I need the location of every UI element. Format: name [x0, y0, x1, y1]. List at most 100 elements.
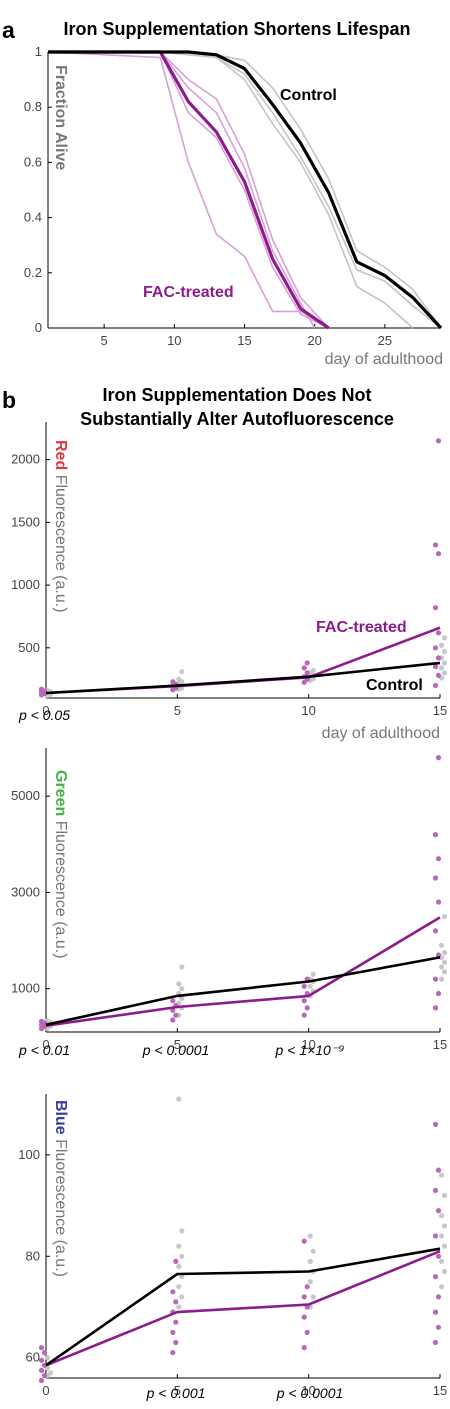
undefined-treated-point — [435, 1167, 442, 1173]
undefined-control-point — [438, 1258, 445, 1264]
red-control-point — [441, 660, 448, 666]
undefined-control-point — [441, 1243, 448, 1249]
red-x-tick-label: 15 — [433, 703, 447, 718]
red-treated-point — [435, 551, 442, 557]
undefined-treated-point — [435, 1253, 442, 1259]
red-control-point — [441, 635, 448, 641]
plot-a: 5 10 15 20 25 0 0.2 0.4 0.6 0.8 1 — [24, 44, 443, 348]
undefined-treated-point — [435, 1324, 442, 1330]
green-pvalue-day5: p < 0.0001 — [142, 1042, 210, 1058]
red-control-point — [438, 642, 445, 648]
panel-a-y-tick-label: 0.2 — [24, 265, 42, 280]
panel-a-title: Iron Supplementation Shortens Lifespan — [63, 19, 410, 39]
blue-ylabel: Blue Fluorescence (a.u.) — [52, 1100, 69, 1277]
panel-a-treated-replicate-line — [48, 51, 330, 329]
red-pvalue-day0: p < 0.05 — [18, 707, 70, 723]
undefined-control-point — [176, 1096, 182, 1102]
undefined-control-point — [441, 1223, 448, 1229]
red-treated-point — [432, 605, 439, 611]
red-treated-point — [435, 630, 442, 636]
undefined-control-point — [441, 1268, 448, 1275]
panel-a: a Iron Supplementation Shortens Lifespan… — [2, 17, 443, 368]
undefined-treated-point — [432, 1339, 439, 1346]
undefined-control-point — [310, 1294, 316, 1300]
undefined-control-point — [438, 1284, 445, 1290]
green-treated-point — [38, 1018, 45, 1024]
undefined-control-point — [310, 1248, 316, 1254]
undefined-treated-point — [435, 1208, 442, 1214]
undefined-treated-point — [432, 1233, 439, 1239]
undefined-control-mean-line — [45, 1247, 441, 1367]
red-control-point — [438, 665, 445, 671]
blue-pvalue-day10: p < 0.0001 — [276, 1385, 344, 1401]
red-ylabel: Red Fluorescence (a.u.) — [52, 440, 69, 613]
undefined-treated-point — [170, 1289, 176, 1295]
green-x-tick-label: 5 — [174, 1037, 181, 1052]
blue-ylabel-color-word: Blue — [52, 1100, 69, 1135]
panel-a-ylabel: Fraction Alive — [52, 65, 69, 170]
red-x-tick-label: 0 — [42, 703, 49, 718]
panel-a-x-tick-label: 5 — [101, 333, 108, 348]
green-treated-point — [435, 990, 442, 997]
undefined-treated-point — [41, 1372, 48, 1379]
undefined-treated-point — [301, 1294, 307, 1300]
undefined-treated-point — [170, 1329, 176, 1335]
undefined-treated-point — [173, 1299, 179, 1305]
green-x-tick-label: 10 — [301, 1037, 315, 1052]
green-treated-point — [432, 976, 439, 982]
undefined-treated-point — [38, 1367, 45, 1373]
undefined-treated-point — [432, 1187, 439, 1193]
red-ylabel-color-word: Red — [52, 440, 69, 470]
panel-a-control-label: Control — [280, 87, 337, 104]
undefined-treated-point — [38, 1377, 45, 1384]
panel-a-y-tick-label: 0.6 — [24, 154, 42, 169]
undefined-control-point — [307, 1258, 313, 1264]
red-control-point — [176, 676, 182, 682]
blue-ylabel-rest: Fluorescence (a.u.) — [52, 1139, 69, 1277]
undefined-control-point — [179, 1228, 185, 1234]
panel-b-letter: b — [2, 387, 16, 413]
undefined-treated-point — [173, 1339, 179, 1346]
undefined-treated-point — [435, 1294, 442, 1300]
undefined-control-point — [307, 1233, 313, 1239]
undefined-treated-point — [432, 1274, 439, 1280]
red-control-point — [310, 667, 316, 674]
undefined-treated-point — [38, 1345, 45, 1351]
undefined-y-tick-label: 60 — [26, 1350, 40, 1365]
plot-red: 0 5 10 15 500 1000 1500 2000 — [11, 422, 447, 718]
undefined-control-point — [307, 1279, 313, 1285]
panel-a-x-tick-label: 20 — [307, 333, 321, 348]
red-treated-point — [435, 438, 442, 444]
undefined-treated-point — [41, 1350, 48, 1356]
undefined-control-point — [176, 1284, 182, 1290]
green-pvalue-day0: p < 0.01 — [18, 1042, 70, 1058]
undefined-treated-point — [304, 1329, 310, 1335]
undefined-treated-point — [432, 1121, 439, 1127]
green-treated-point — [435, 952, 442, 958]
red-treated-point — [170, 679, 176, 685]
panel-b-title-line1: Iron Supplementation Does Not — [102, 385, 371, 405]
panel-a-y-tick-label: 0 — [35, 320, 42, 335]
panel-a-control-replicate-line — [48, 51, 442, 329]
green-control-point — [179, 995, 185, 1001]
green-y-tick-label: 1000 — [11, 981, 40, 996]
panel-a-y-tick-label: 1 — [35, 44, 42, 59]
red-y-tick-label: 1500 — [11, 514, 40, 529]
undefined-control-point — [179, 1253, 185, 1259]
green-control-point — [441, 959, 448, 965]
undefined-y-tick-label: 100 — [18, 1147, 40, 1162]
blue-pvalue-day5: p < 0.001 — [146, 1385, 206, 1401]
green-control-point — [441, 969, 448, 975]
green-treated-point — [301, 983, 307, 989]
red-control-point — [441, 649, 448, 655]
red-treated-point — [432, 542, 439, 548]
panel-a-y-tick-label: 0.4 — [24, 210, 42, 225]
undefined-treated-point — [173, 1258, 179, 1264]
undefined-treated-point — [301, 1345, 307, 1351]
panel-b-title-line2: Substantially Alter Autofluorescence — [80, 409, 394, 429]
undefined-x-tick-label: 5 — [174, 1383, 181, 1398]
panel-a-treated-mean-line — [48, 50, 330, 330]
undefined-treated-point — [301, 1314, 307, 1320]
red-xlabel: day of adulthood — [322, 725, 440, 742]
undefined-treated-point — [38, 1357, 45, 1363]
